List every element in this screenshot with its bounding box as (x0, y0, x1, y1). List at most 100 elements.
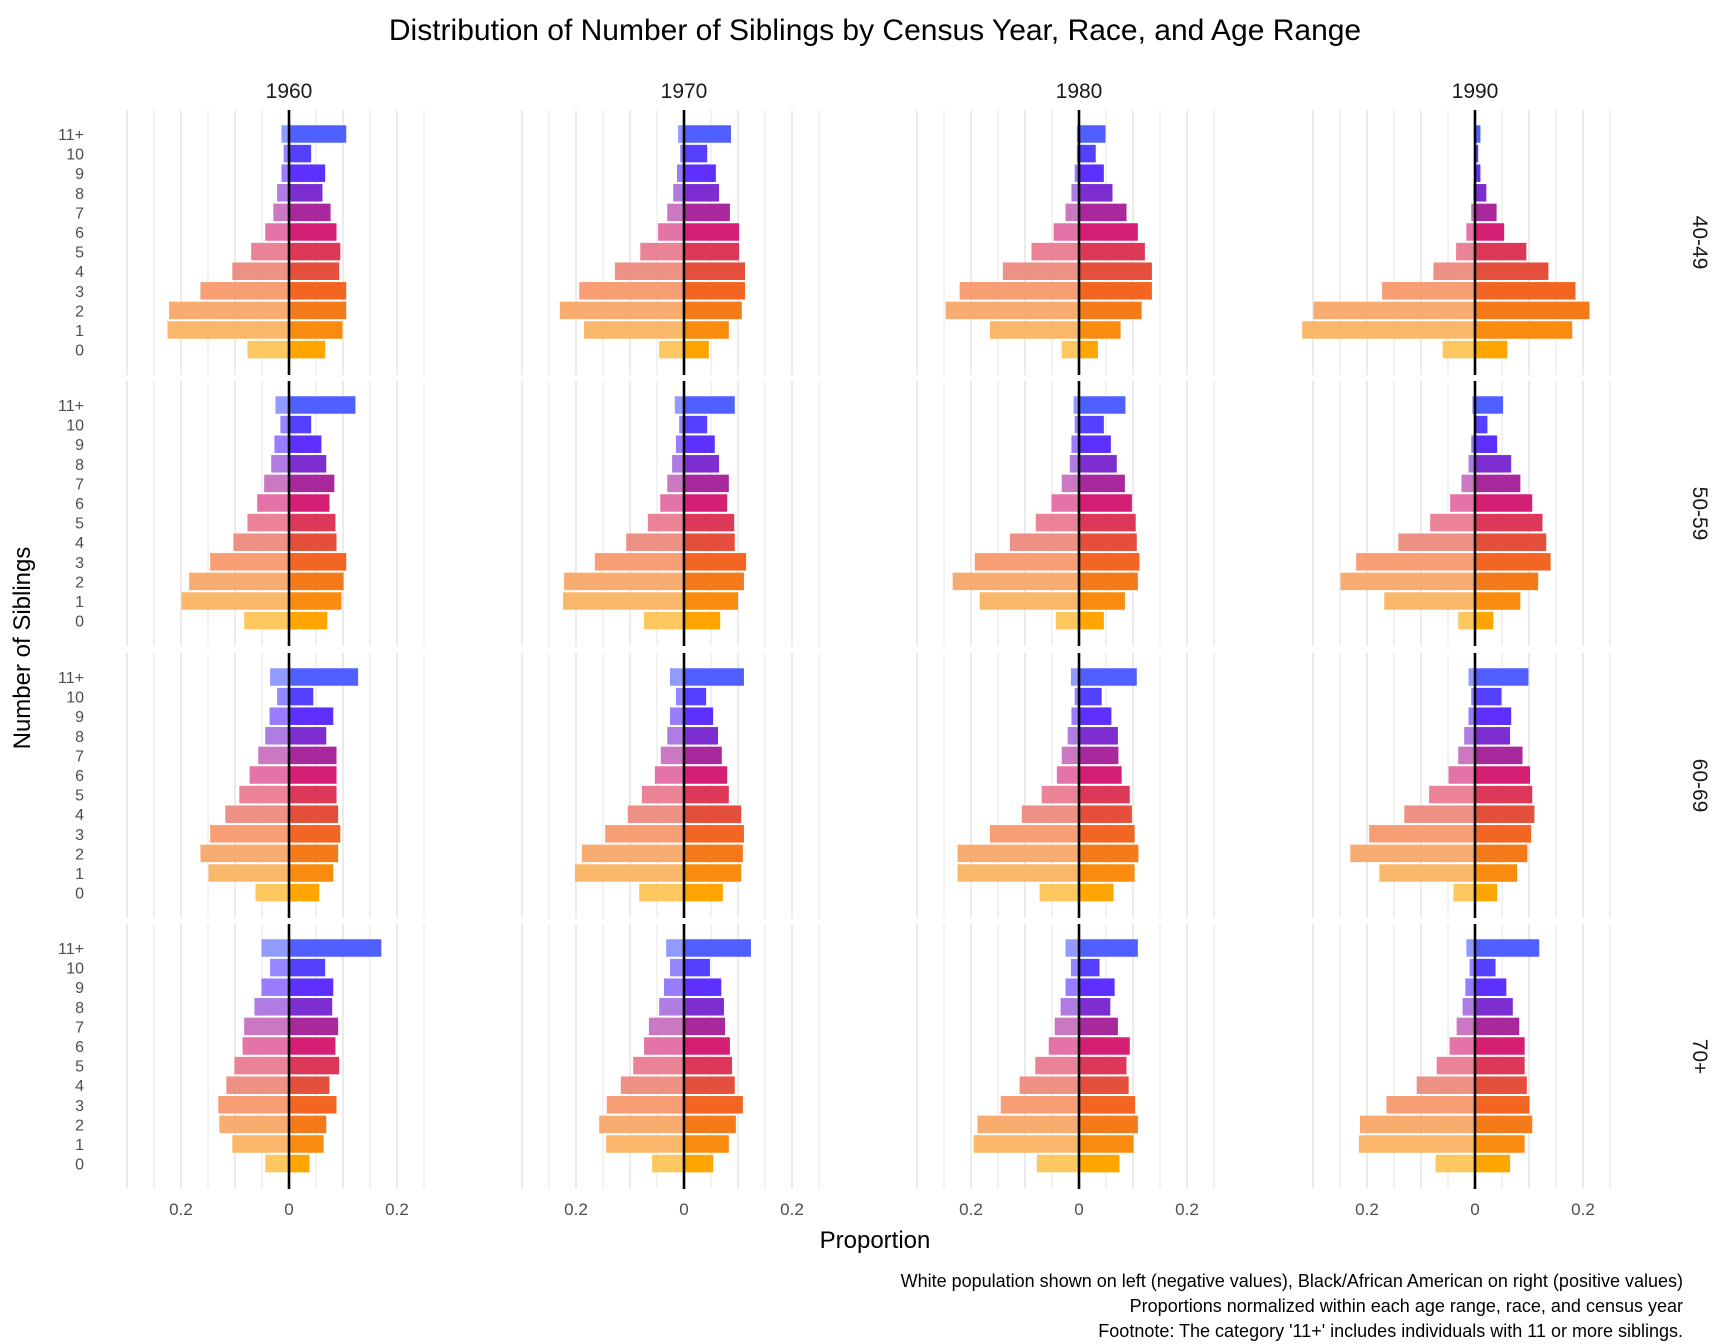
bar-white-5 (234, 1056, 289, 1075)
bar-black-2 (684, 301, 742, 320)
bar-white-2 (1340, 572, 1475, 591)
bar-black-3 (684, 282, 746, 300)
bar-black-2 (1079, 844, 1139, 863)
bar-black-3 (684, 1096, 743, 1114)
bar-black-6 (684, 223, 740, 241)
y-tick-label: 2 (75, 846, 84, 863)
bar-white-3 (594, 553, 684, 571)
bar-white-5 (633, 1056, 684, 1075)
y-tick-label: 10 (66, 690, 84, 707)
bar-black-11+ (289, 125, 347, 143)
bar-black-3 (289, 1096, 337, 1114)
y-tick-label: 11+ (58, 398, 84, 415)
bar-white-0 (652, 1154, 684, 1173)
bar-black-0 (1475, 340, 1508, 359)
bar-white-5 (1031, 242, 1079, 261)
bar-black-0 (289, 611, 328, 630)
bar-black-5 (1475, 1056, 1525, 1075)
bar-black-0 (289, 883, 320, 902)
bar-black-3 (289, 553, 347, 571)
bar-black-10 (289, 958, 326, 977)
bar-white-9 (269, 707, 289, 725)
bar-black-1 (684, 1135, 729, 1153)
bar-black-4 (684, 533, 735, 551)
bar-black-10 (684, 958, 710, 977)
bar-white-4 (614, 262, 684, 280)
bar-black-1 (1079, 321, 1121, 339)
bar-black-8 (289, 727, 327, 745)
bar-white-4 (226, 1076, 289, 1094)
y-tick-label: 0 (75, 614, 84, 631)
chart-title: Distribution of Number of Siblings by Ce… (389, 14, 1361, 47)
y-tick-label: 2 (75, 303, 84, 320)
y-tick-label: 1 (75, 323, 84, 340)
bar-white-10 (270, 958, 289, 977)
y-tick-label: 0 (75, 343, 84, 360)
bar-black-4 (1475, 1076, 1527, 1094)
bar-black-7 (684, 203, 730, 222)
bar-black-2 (684, 844, 743, 863)
bar-white-5 (1429, 785, 1475, 804)
bar-black-1 (1475, 321, 1573, 339)
bar-white-3 (200, 282, 289, 300)
caption-line-3: Footnote: The category '11+' includes in… (1098, 1321, 1683, 1341)
panel-1990-40-49 (1302, 110, 1611, 375)
bar-black-5 (684, 513, 735, 532)
y-tick-label: 3 (75, 1098, 84, 1115)
bar-white-5 (641, 785, 684, 804)
bar-black-0 (289, 1154, 310, 1173)
x-tick-label: 0 (1074, 1200, 1083, 1219)
bar-white-5 (647, 513, 684, 532)
bar-black-7 (289, 1017, 339, 1036)
bar-black-6 (1475, 223, 1505, 241)
bar-white-5 (640, 242, 684, 261)
bar-black-7 (1475, 474, 1521, 493)
y-tick-label: 3 (75, 555, 84, 572)
bar-black-9 (1475, 164, 1481, 182)
column-strip-1960: 1960 (266, 80, 313, 103)
y-tick-label: 4 (75, 807, 84, 824)
bar-white-7 (1065, 203, 1079, 222)
bar-white-0 (1435, 1154, 1475, 1173)
panel-1980-70+ (916, 924, 1215, 1189)
bar-white-2 (219, 1115, 289, 1134)
bar-white-2 (169, 301, 289, 320)
y-tick-label: 8 (75, 729, 84, 746)
row-strip-60-69: 60-69 (1688, 759, 1711, 813)
bar-white-6 (644, 1037, 684, 1055)
panel-1990-60-69 (1312, 653, 1611, 918)
bar-white-0 (1055, 611, 1079, 630)
bar-white-5 (239, 785, 289, 804)
bar-black-6 (1079, 1037, 1130, 1055)
bar-white-11+ (1468, 668, 1475, 686)
bar-black-4 (684, 262, 746, 280)
bar-white-9 (664, 978, 684, 996)
y-tick-label: 11+ (58, 127, 84, 144)
bar-white-3 (1382, 282, 1475, 300)
bar-white-8 (659, 998, 684, 1016)
panel-1980-40-49 (916, 110, 1215, 375)
bar-white-4 (1019, 1076, 1079, 1094)
bar-white-11+ (669, 668, 684, 686)
bar-white-2 (1359, 1115, 1475, 1134)
bar-white-1 (232, 1135, 289, 1153)
bar-black-4 (289, 262, 340, 280)
bar-black-9 (684, 978, 722, 996)
bar-white-9 (669, 707, 684, 725)
bar-white-9 (1074, 164, 1079, 182)
bar-white-11+ (1073, 396, 1079, 414)
bar-white-10 (277, 687, 289, 706)
bar-black-8 (684, 998, 724, 1016)
bar-white-11+ (275, 396, 289, 414)
bar-white-11+ (1070, 668, 1079, 686)
bar-black-5 (289, 785, 337, 804)
bar-black-6 (1079, 766, 1122, 784)
bar-white-1 (973, 1135, 1079, 1153)
y-tick-label: 7 (75, 1019, 84, 1036)
y-tick-label: 1 (75, 594, 84, 611)
bar-black-10 (1475, 144, 1479, 163)
bar-white-3 (1369, 825, 1475, 843)
bar-white-3 (210, 553, 289, 571)
bar-black-1 (289, 592, 342, 610)
